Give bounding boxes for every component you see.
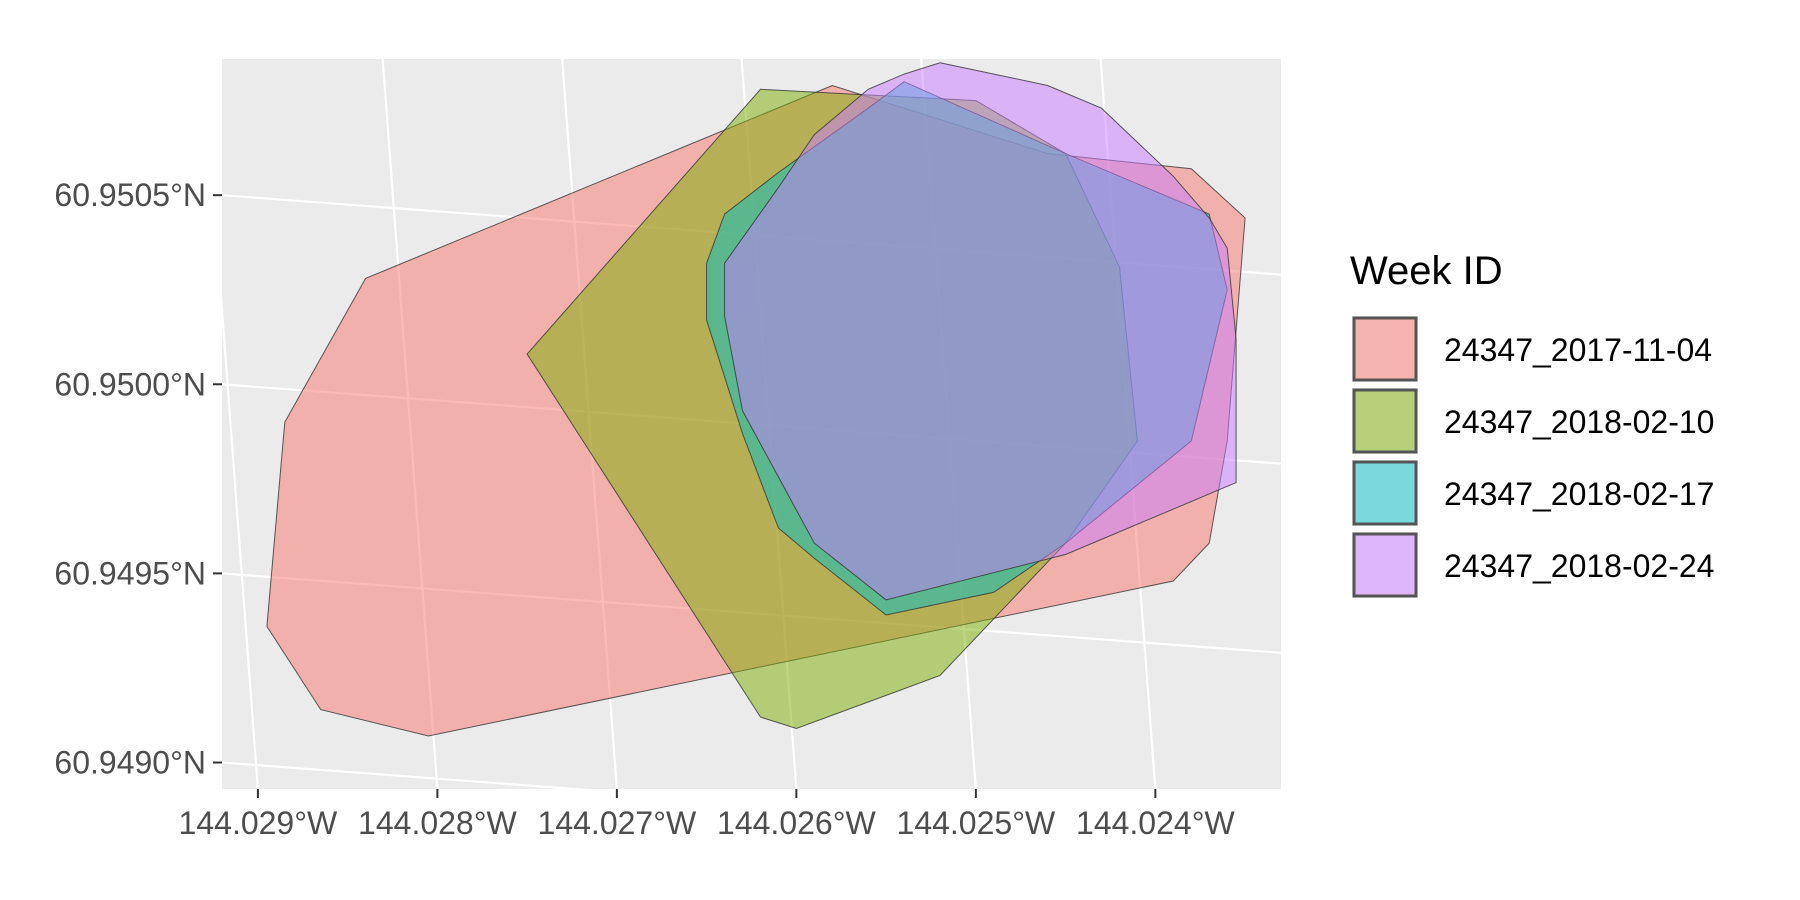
legend: Week ID 24347_2017-11-04 24347_2018-02-10… <box>1350 249 1714 598</box>
legend-swatch <box>1352 460 1418 526</box>
grid-line-latitude <box>222 761 590 789</box>
x-tick-label: 144.025°W <box>897 805 1056 841</box>
x-tick-label: 144.028°W <box>358 805 517 841</box>
legend-swatch <box>1352 532 1418 598</box>
y-tick-label: 60.9505°N <box>54 177 206 213</box>
legend-title: Week ID <box>1350 249 1503 293</box>
axes: 144.029°W 144.028°W 144.027°W 144.026°W 144.… <box>54 177 1235 841</box>
y-tick-label: 60.9500°N <box>54 366 206 402</box>
x-tick-label: 144.024°W <box>1076 805 1235 841</box>
legend-swatch <box>1352 316 1418 382</box>
legend-label: 24347_2017-11-04 <box>1444 332 1712 368</box>
polygon-layer <box>266 62 1246 737</box>
legend-label: 24347_2018-02-10 <box>1444 404 1714 440</box>
grid-line-longitude <box>222 295 259 789</box>
x-tick-label: 144.027°W <box>538 805 697 841</box>
x-tick-label: 144.026°W <box>717 805 876 841</box>
y-tick-label: 60.9490°N <box>54 745 206 781</box>
legend-label: 24347_2018-02-17 <box>1444 476 1714 512</box>
x-tick-label: 144.029°W <box>179 805 338 841</box>
legend-label: 24347_2018-02-24 <box>1444 548 1714 584</box>
legend-swatch <box>1352 388 1418 454</box>
y-tick-label: 60.9495°N <box>54 555 206 591</box>
home-range-polygon-4 <box>724 62 1237 601</box>
